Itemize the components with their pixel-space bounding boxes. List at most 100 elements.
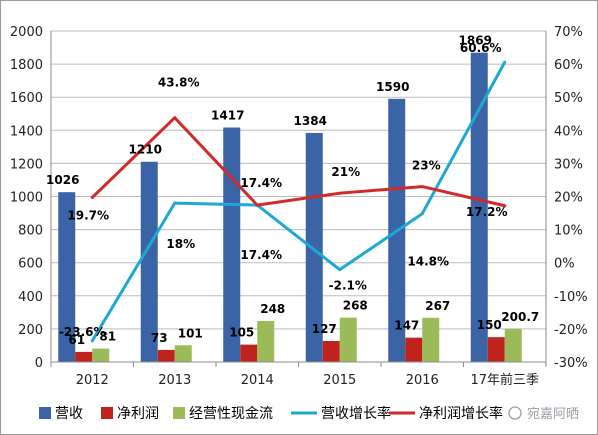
- bar-1: [240, 344, 258, 362]
- y-left-tick-label: 800: [18, 224, 43, 239]
- line-point: [503, 204, 507, 208]
- x-tick-label: 2016: [406, 373, 439, 388]
- line-data-label: -23.6%: [59, 325, 106, 339]
- legend-label: 经营性现金流: [189, 406, 273, 422]
- bar-2: [257, 320, 275, 362]
- y-right-tick-label: -20%: [554, 323, 588, 338]
- bar-data-label: 268: [343, 299, 368, 313]
- y-right-tick-label: 60%: [554, 58, 583, 73]
- y-left-tick-label: 1200: [10, 157, 43, 172]
- bar-0: [140, 161, 158, 362]
- legend-label: 营收: [55, 406, 83, 422]
- y-left-tick-label: 1600: [10, 91, 43, 106]
- y-left-tick-label: 1000: [10, 191, 43, 206]
- line-data-label: 17.2%: [466, 205, 508, 219]
- y-right-tick-label: -30%: [554, 356, 588, 371]
- line-marks: [90, 60, 507, 343]
- y-left-tick-label: 0: [35, 356, 43, 371]
- line-point: [338, 268, 342, 272]
- x-tick-label: 2012: [76, 373, 109, 388]
- line-data-label: 19.7%: [67, 208, 109, 222]
- bar-data-label: 61: [68, 333, 85, 347]
- bar-0: [470, 52, 488, 362]
- bar-data-label: 73: [151, 331, 168, 345]
- y-right-tick-label: 20%: [554, 191, 583, 206]
- legend-swatch: [101, 407, 113, 419]
- y-right-tick-label: 50%: [554, 91, 583, 106]
- line-point: [338, 191, 342, 195]
- bar-2: [422, 317, 440, 362]
- y-right-tick-label: 10%: [554, 224, 583, 239]
- line-point: [503, 60, 507, 64]
- bar-data-label: 101: [178, 326, 203, 340]
- y-right-tick-label: 0%: [554, 257, 575, 272]
- bar-0: [58, 192, 76, 362]
- bar-data-label: 248: [260, 302, 285, 316]
- bar-data-label: 1417: [211, 108, 244, 122]
- line-point: [420, 185, 424, 189]
- legend-swatch: [39, 407, 51, 419]
- bar-data-label: 200.7: [501, 310, 539, 324]
- x-tick-label: 2014: [241, 373, 274, 388]
- line-point: [173, 201, 177, 205]
- watermark-logo-icon: [508, 406, 522, 420]
- series-line-1: [91, 116, 506, 208]
- line-data-label: 43.8%: [158, 76, 200, 90]
- line-point: [255, 203, 259, 207]
- y-left-tick-label: 200: [18, 323, 43, 338]
- line-point: [90, 195, 94, 199]
- bar-data-label: 150: [477, 318, 502, 332]
- y-left-tick-label: 400: [18, 290, 43, 305]
- bar-2: [92, 348, 110, 362]
- bar-data-label: 1590: [376, 80, 409, 94]
- bar-1: [322, 340, 340, 362]
- bar-data-label: 105: [229, 326, 254, 340]
- bar-2: [504, 328, 522, 362]
- x-tick-label: 2015: [323, 373, 356, 388]
- y-left-tick-label: 1800: [10, 58, 43, 73]
- legend-label: 营收增长率: [321, 405, 391, 422]
- legend-label: 净利润: [117, 406, 159, 422]
- data-labels: 1026 1210 1417 1384 1590 1869 61 73 105 127 147 150…: [46, 34, 539, 347]
- bar-data-label: 1210: [129, 143, 162, 157]
- y-right-tick-label: -10%: [554, 290, 588, 305]
- y-left-tick-label: 600: [18, 257, 43, 272]
- bar-data-label: 1026: [46, 173, 79, 187]
- line-point: [90, 339, 94, 343]
- line-point: [173, 116, 177, 120]
- line-data-label: 23%: [412, 159, 441, 173]
- y-left-tick-label: 2000: [10, 25, 43, 40]
- x-tick-label: 2013: [158, 373, 191, 388]
- legend: 营收 净利润 经营性现金流 营收增长率 净利润增长率: [39, 405, 503, 422]
- legend-label: 净利润增长率: [419, 405, 503, 422]
- gridlines: [51, 30, 546, 363]
- bar-marks: [58, 52, 522, 362]
- line-data-label: 14.8%: [407, 255, 449, 269]
- line-data-label: 17.4%: [240, 248, 282, 262]
- line-data-label: 17.4%: [240, 176, 282, 190]
- legend-swatch: [173, 407, 185, 419]
- bar-1: [405, 337, 423, 362]
- y-right-tick-label: 70%: [554, 25, 583, 40]
- line-data-label: 18%: [166, 237, 195, 251]
- line-data-label: 21%: [331, 165, 360, 179]
- bar-data-label: 81: [99, 330, 116, 344]
- bar-1: [487, 337, 505, 362]
- line-point: [420, 212, 424, 216]
- bar-data-label: 147: [394, 319, 419, 333]
- bar-2: [174, 345, 192, 362]
- bar-0: [305, 132, 323, 362]
- line-data-label: 60.6%: [460, 41, 502, 55]
- y-right-tick-label: 40%: [554, 124, 583, 139]
- line-data-label: -2.1%: [329, 279, 367, 293]
- bar-data-label: 1869: [459, 34, 492, 48]
- y-left-tick-label: 1400: [10, 124, 43, 139]
- bar-2: [339, 317, 357, 362]
- x-tick-label: 17年前三季: [470, 372, 539, 388]
- axes: 0 200 400 600 800 1000 1200 1400 1600 1800 2000 -30…: [10, 25, 588, 388]
- watermark: 宛嘉阿晒: [508, 406, 579, 422]
- watermark-text: 宛嘉阿晒: [527, 407, 579, 422]
- bar-data-label: 127: [312, 322, 337, 336]
